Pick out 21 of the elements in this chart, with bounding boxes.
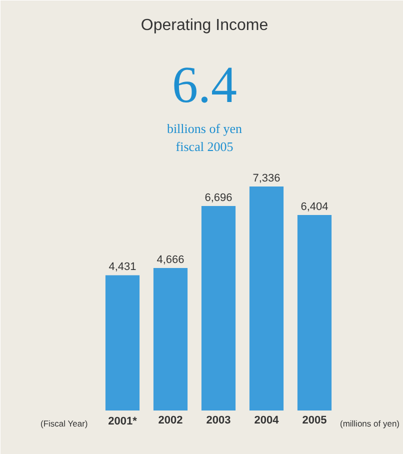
x-tick-label: 2001*	[108, 416, 138, 428]
data-label: 4,666	[156, 254, 184, 266]
bar	[249, 186, 284, 410]
data-label: 6,404	[300, 200, 328, 213]
text: (millions of yen)	[340, 418, 400, 428]
data-label: 4,431	[108, 261, 136, 274]
x-tick-label: 2004	[254, 414, 280, 426]
x-tick-label: 2005	[302, 414, 327, 426]
bar	[297, 214, 332, 410]
data-label: 7,336	[252, 172, 280, 184]
bar	[153, 268, 188, 410]
chart-title: Operating Income	[140, 17, 268, 34]
x-tick-label: 2002	[158, 414, 183, 426]
text: (Fiscal Year)	[40, 418, 88, 428]
text: 6.4	[172, 57, 237, 114]
text: billions of yen	[166, 121, 243, 136]
bar	[105, 275, 140, 410]
bar	[201, 206, 236, 410]
x-tick-label: 2003	[206, 414, 231, 426]
data-label: 6,696	[204, 192, 232, 204]
text: fiscal 2005	[176, 139, 234, 154]
